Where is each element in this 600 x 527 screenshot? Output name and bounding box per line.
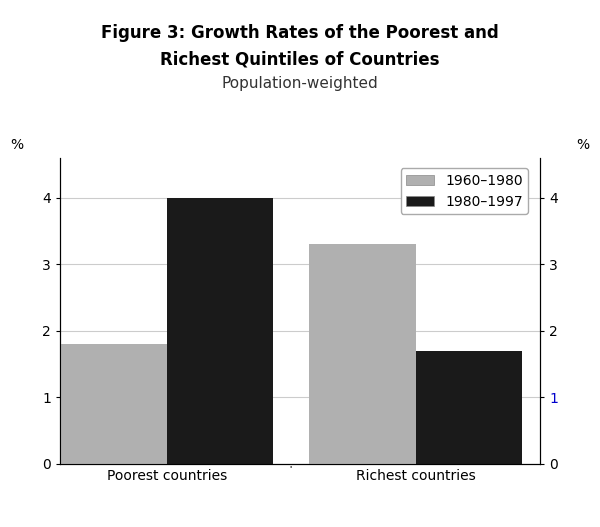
Legend: 1960–1980, 1980–1997: 1960–1980, 1980–1997 xyxy=(401,168,528,214)
Bar xyxy=(60,344,167,464)
Text: %: % xyxy=(577,138,590,152)
Text: Figure 3: Growth Rates of the Poorest and: Figure 3: Growth Rates of the Poorest an… xyxy=(101,24,499,42)
Text: Richest Quintiles of Countries: Richest Quintiles of Countries xyxy=(160,50,440,68)
Bar xyxy=(309,245,416,464)
Bar xyxy=(167,198,274,464)
Bar xyxy=(416,351,522,464)
Text: %: % xyxy=(10,138,23,152)
Text: Population-weighted: Population-weighted xyxy=(221,76,379,91)
